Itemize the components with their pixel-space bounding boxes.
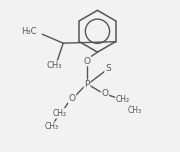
- Text: O: O: [101, 89, 108, 98]
- Text: P: P: [84, 80, 90, 90]
- Text: CH₃: CH₃: [46, 61, 62, 70]
- Text: CH₂: CH₂: [116, 95, 130, 104]
- Text: CH₃: CH₃: [44, 122, 58, 131]
- Text: CH₂: CH₂: [53, 109, 67, 118]
- Text: O: O: [84, 57, 91, 66]
- Text: CH₃: CH₃: [128, 106, 142, 115]
- Text: H₃C: H₃C: [21, 27, 36, 36]
- Text: O: O: [69, 94, 76, 103]
- Text: S: S: [105, 64, 111, 73]
